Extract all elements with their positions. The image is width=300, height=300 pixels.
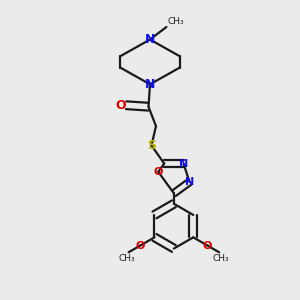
Text: S: S <box>147 139 156 152</box>
Text: O: O <box>136 241 145 250</box>
Text: N: N <box>145 33 155 46</box>
Text: N: N <box>185 177 194 187</box>
Text: CH₃: CH₃ <box>168 17 184 26</box>
Text: CH₃: CH₃ <box>119 254 136 263</box>
Text: O: O <box>203 241 212 250</box>
Text: O: O <box>116 99 126 112</box>
Text: O: O <box>154 167 163 177</box>
Text: N: N <box>145 78 155 91</box>
Text: N: N <box>179 159 188 169</box>
Text: CH₃: CH₃ <box>212 254 229 263</box>
